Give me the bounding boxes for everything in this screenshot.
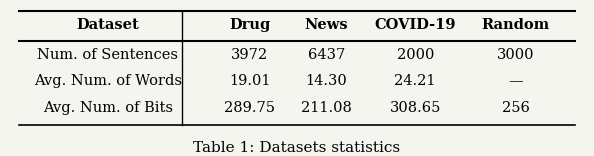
Text: 6437: 6437 [308,48,345,62]
Text: 211.08: 211.08 [301,101,352,115]
Text: 289.75: 289.75 [224,101,275,115]
Text: Drug: Drug [229,18,270,32]
Text: Dataset: Dataset [77,18,139,32]
Text: COVID-19: COVID-19 [374,18,456,32]
Text: 3000: 3000 [497,48,535,62]
Text: 24.21: 24.21 [394,74,436,88]
Text: 3972: 3972 [231,48,268,62]
Text: Table 1: Datasets statistics: Table 1: Datasets statistics [194,141,400,155]
Text: Num. of Sentences: Num. of Sentences [37,48,178,62]
Text: 256: 256 [502,101,530,115]
Text: 308.65: 308.65 [390,101,441,115]
Text: Avg. Num. of Bits: Avg. Num. of Bits [43,101,173,115]
Text: News: News [305,18,348,32]
Text: 19.01: 19.01 [229,74,270,88]
Text: Random: Random [482,18,550,32]
Text: Avg. Num. of Words: Avg. Num. of Words [34,74,182,88]
Text: 14.30: 14.30 [306,74,347,88]
Text: 2000: 2000 [397,48,434,62]
Text: —: — [508,74,523,88]
